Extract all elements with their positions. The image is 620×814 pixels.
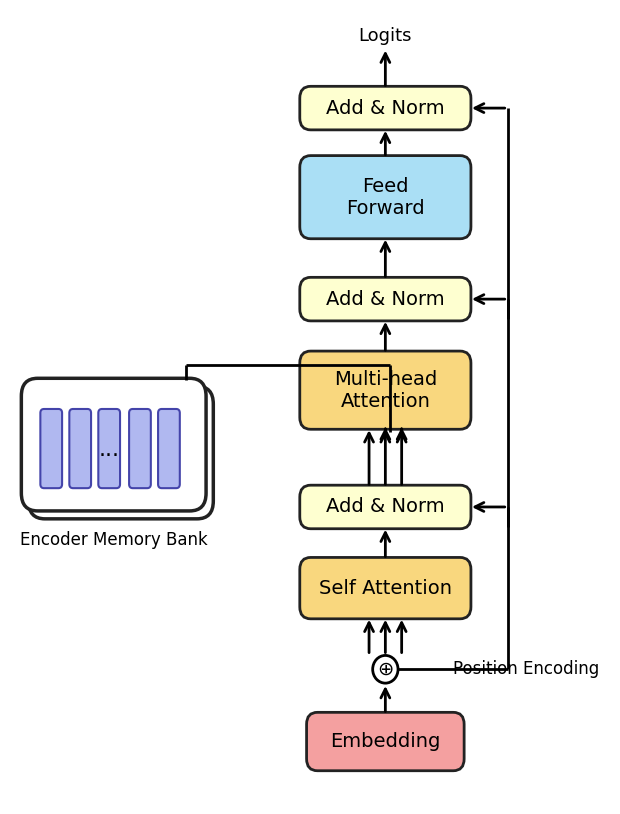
Text: Encoder Memory Bank: Encoder Memory Bank xyxy=(20,531,208,549)
Text: Multi-head
Attention: Multi-head Attention xyxy=(334,370,437,411)
FancyBboxPatch shape xyxy=(306,712,464,771)
FancyBboxPatch shape xyxy=(300,155,471,239)
Text: $\oplus$: $\oplus$ xyxy=(377,660,394,679)
Circle shape xyxy=(373,655,398,683)
FancyBboxPatch shape xyxy=(300,485,471,529)
FancyBboxPatch shape xyxy=(69,409,91,488)
FancyBboxPatch shape xyxy=(99,409,120,488)
FancyBboxPatch shape xyxy=(300,86,471,130)
Text: Logits: Logits xyxy=(358,27,412,45)
Text: Add & Norm: Add & Norm xyxy=(326,98,445,117)
Text: ...: ... xyxy=(99,440,120,460)
Text: Self Attention: Self Attention xyxy=(319,579,452,597)
Text: Add & Norm: Add & Norm xyxy=(326,497,445,516)
Text: Add & Norm: Add & Norm xyxy=(326,290,445,309)
FancyBboxPatch shape xyxy=(21,379,206,511)
FancyBboxPatch shape xyxy=(300,278,471,321)
FancyBboxPatch shape xyxy=(29,386,213,519)
FancyBboxPatch shape xyxy=(300,351,471,429)
FancyBboxPatch shape xyxy=(40,409,62,488)
Text: Feed
Forward: Feed Forward xyxy=(346,177,425,217)
FancyBboxPatch shape xyxy=(158,409,180,488)
FancyBboxPatch shape xyxy=(300,558,471,619)
Text: Position Encoding: Position Encoding xyxy=(453,660,600,678)
Text: Embedding: Embedding xyxy=(330,732,441,751)
FancyBboxPatch shape xyxy=(129,409,151,488)
